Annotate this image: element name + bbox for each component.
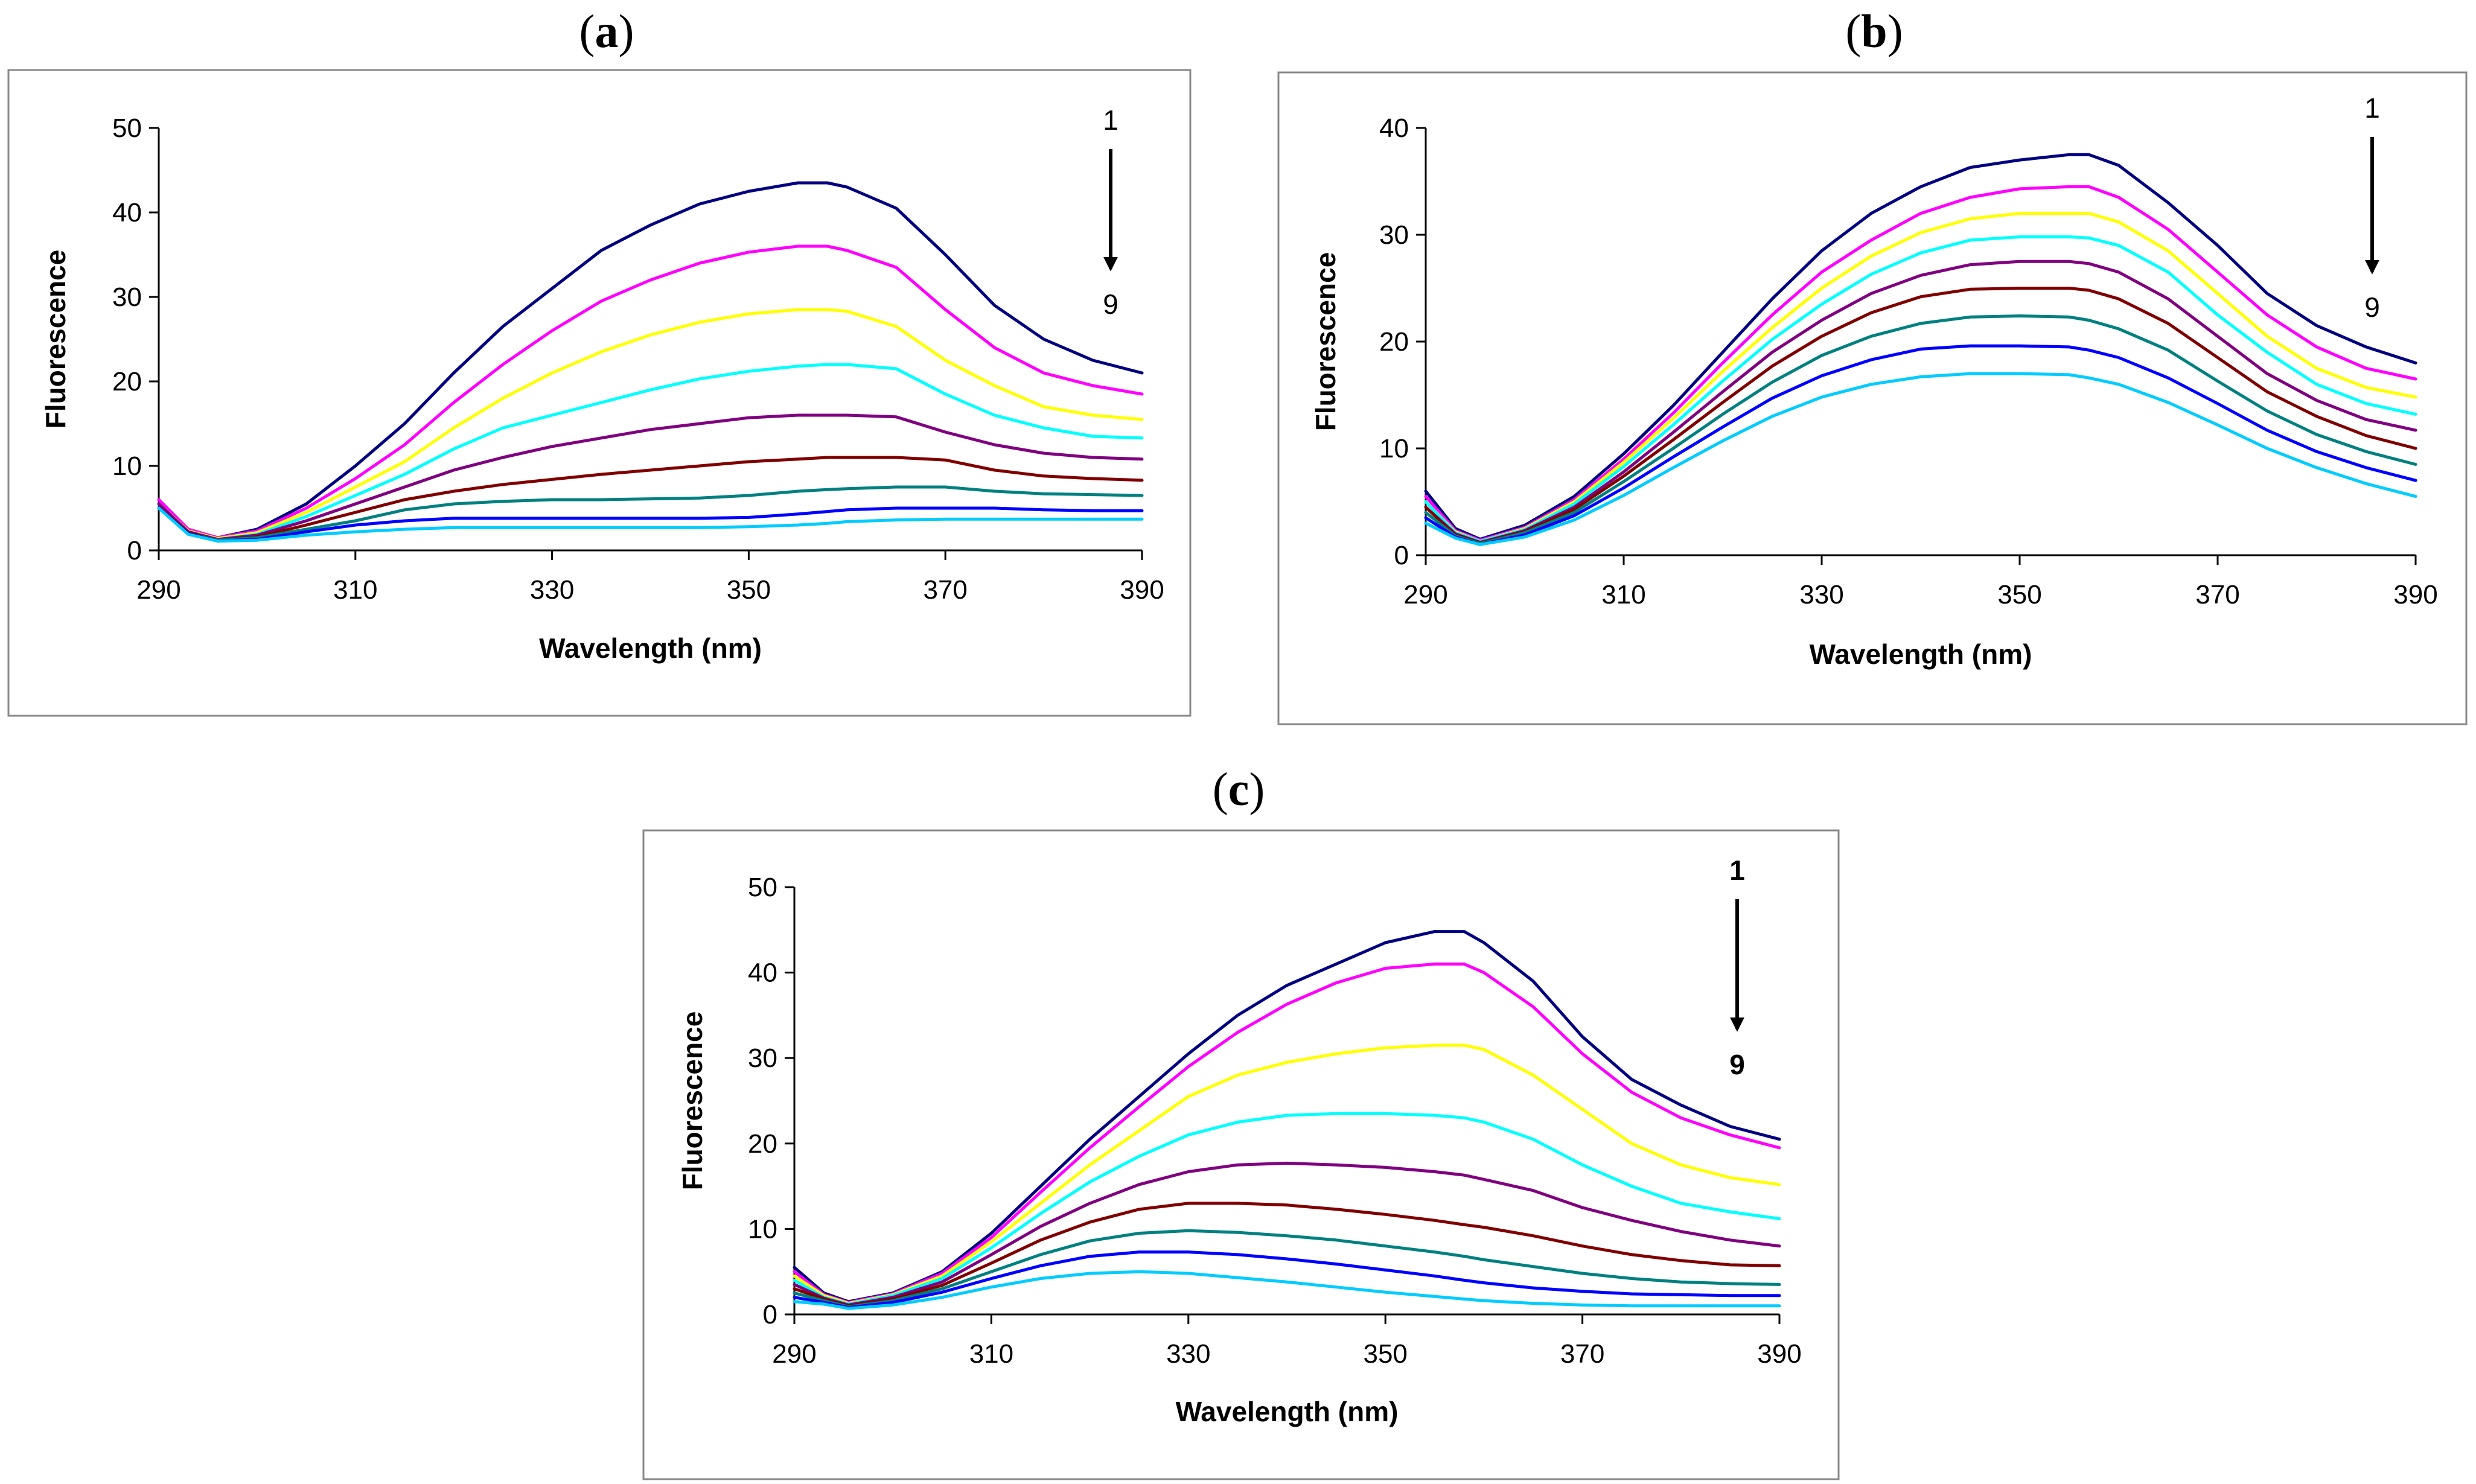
series-line-9 [157, 506, 1144, 543]
series-line-8 [157, 506, 1144, 543]
annotation-end-label: 9 [2364, 291, 2380, 323]
y-axis-title: Fluorescence [1310, 252, 1341, 432]
x-tick-label: 350 [727, 575, 771, 605]
x-tick-label: 370 [1560, 1339, 1604, 1369]
x-axis-title: Wavelength (nm) [539, 632, 762, 664]
panel-b: (b) 0 10 20 30 40 290 310 330 350 370 390 Wavelengt… [1277, 5, 2468, 725]
y-tick-label: 20 [112, 367, 142, 396]
x-axis-title: Wavelength (nm) [1810, 639, 2032, 670]
y-tick-label: 20 [1379, 327, 1409, 357]
series-line-7 [157, 485, 1144, 542]
annotation-end-label: 9 [1729, 1049, 1745, 1080]
series-line-5 [1424, 260, 2417, 544]
x-tick-label: 390 [2393, 580, 2437, 610]
x-tick-label: 350 [1997, 580, 2041, 610]
x-tick-label: 290 [1403, 580, 1447, 610]
panel-c: (c) 0 10 20 30 40 50 290 310 330 350 370 390 Wavelen… [642, 763, 1840, 1480]
panel-label-c: (c) [1213, 763, 1265, 815]
x-tick-label: 310 [1601, 580, 1645, 610]
series-line-7 [793, 1229, 1781, 1308]
series-line-1 [1424, 153, 2417, 541]
y-tick-label: 10 [1379, 434, 1409, 463]
chart-c: 0 10 20 30 40 50 290 310 330 350 370 390 Wavelength … [677, 855, 1802, 1427]
series-line-8 [793, 1250, 1781, 1310]
series-line-6 [793, 1202, 1781, 1308]
series-line-2 [1424, 185, 2417, 542]
annotation-start-label: 1 [1103, 104, 1118, 136]
series-line-9 [793, 1270, 1781, 1310]
series-line-4 [793, 1112, 1781, 1306]
panel-label-a: (a) [579, 5, 634, 57]
chart-frame-b [1277, 71, 2468, 725]
annotation-end-label: 9 [1103, 288, 1118, 320]
y-tick-label: 10 [748, 1214, 777, 1244]
y-tick-label: 0 [763, 1300, 777, 1330]
x-tick-label: 290 [136, 575, 180, 605]
y-axis-title: Fluorescence [677, 1011, 708, 1191]
y-tick-label: 40 [748, 958, 777, 988]
series-line-3 [157, 308, 1144, 540]
series-line-2 [793, 962, 1781, 1304]
y-tick-label: 30 [1379, 220, 1409, 250]
y-tick-label: 10 [112, 451, 142, 481]
chart-a: 0 10 20 30 40 50 290 310 330 350 370 390 Wavelength … [40, 104, 1164, 664]
series-line-7 [1424, 314, 2417, 545]
x-tick-label: 290 [772, 1339, 816, 1369]
series-line-6 [1424, 287, 2417, 544]
panel-a: (a) 0 10 20 30 40 50 290 310 330 350 370 390 Wavelen… [7, 5, 1192, 717]
chart-b: 0 10 20 30 40 290 310 330 350 370 390 Wavelength (n… [1310, 92, 2438, 670]
x-tick-label: 310 [969, 1339, 1013, 1369]
annotation-start-label: 1 [1729, 855, 1745, 886]
x-tick-label: 390 [1120, 575, 1164, 605]
panel-label-b: (b) [1845, 5, 1903, 57]
chart-frame-a [7, 69, 1192, 717]
y-tick-label: 30 [112, 282, 142, 312]
y-tick-label: 40 [1379, 113, 1409, 143]
y-tick-label: 20 [748, 1129, 777, 1159]
x-tick-label: 390 [1757, 1339, 1801, 1369]
x-tick-label: 370 [2195, 580, 2239, 610]
series-line-9 [1424, 372, 2417, 546]
x-tick-label: 350 [1363, 1339, 1407, 1369]
x-tick-label: 310 [333, 575, 377, 605]
x-tick-label: 330 [530, 575, 574, 605]
series-line-3 [1424, 212, 2417, 543]
series-line-5 [157, 413, 1144, 541]
annotation-start-label: 1 [2364, 92, 2380, 124]
y-tick-label: 0 [1394, 541, 1409, 570]
y-tick-label: 50 [748, 873, 777, 902]
x-axis-title: Wavelength (nm) [1176, 1396, 1399, 1427]
series-line-8 [1424, 344, 2417, 546]
series-line-5 [793, 1161, 1781, 1307]
series-line-2 [157, 244, 1144, 540]
series-line-4 [157, 363, 1144, 541]
y-tick-label: 0 [127, 536, 142, 565]
chart-frame-c [642, 829, 1840, 1480]
x-tick-label: 330 [1799, 580, 1843, 610]
series-line-4 [1424, 235, 2417, 543]
x-tick-label: 370 [923, 575, 967, 605]
x-tick-label: 330 [1166, 1339, 1210, 1369]
y-axis-title: Fluorescence [40, 250, 71, 429]
series-line-3 [793, 1043, 1781, 1305]
series-line-1 [157, 181, 1144, 540]
y-tick-label: 30 [748, 1043, 777, 1073]
y-tick-label: 50 [112, 113, 142, 143]
series-line-6 [157, 456, 1144, 542]
y-tick-label: 40 [112, 198, 142, 228]
